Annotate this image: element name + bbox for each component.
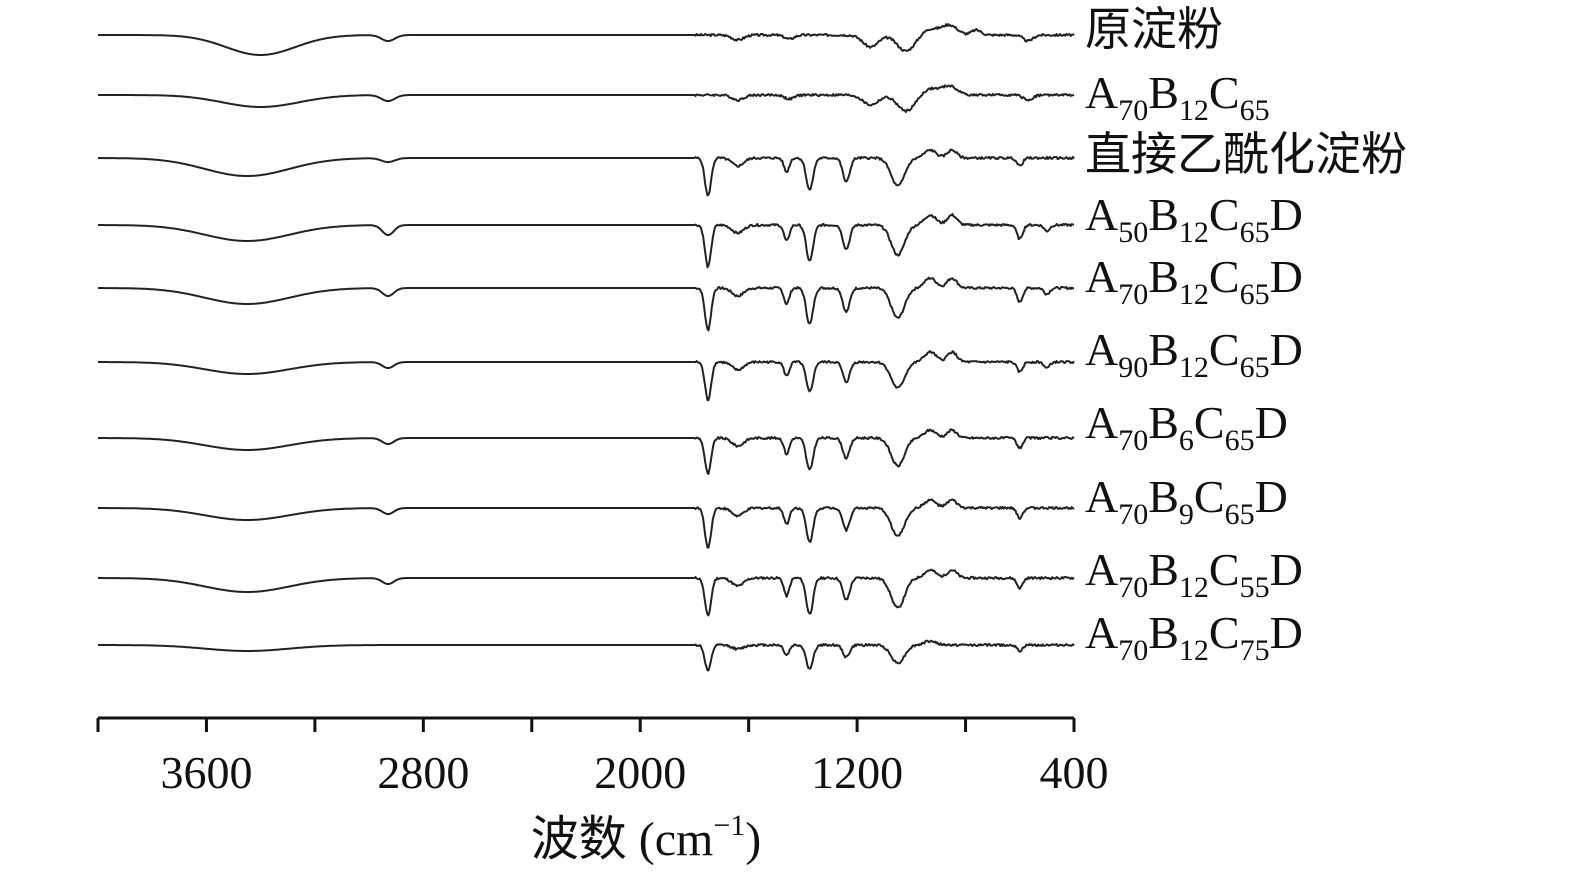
x-tick-label-400: 400 [1040,747,1109,798]
x-tick-label-2000: 2000 [594,747,686,798]
series-label-9: A70B12C55D [1085,544,1303,604]
spectrum-trace-6 [98,350,1075,402]
series-label-4: A50B12C65D [1085,189,1303,249]
series-label-10: A70B12C75D [1085,607,1303,667]
series-label-5: A70B12C65D [1085,251,1303,311]
x-axis: 3600 2800 2000 1200 400 [96,716,1109,798]
series-label-8: A70B9C65D [1085,471,1288,531]
spectrum-trace-2 [98,84,1075,113]
spectrum-trace-4 [98,213,1075,269]
spectrum-trace-3 [98,148,1075,197]
series-label-6: A90B12C65D [1085,324,1303,384]
spectrum-trace-8 [98,498,1075,549]
spectrum-trace-10 [98,639,1075,672]
spectrum-trace-5 [98,276,1075,332]
x-tick-label-2800: 2800 [377,747,469,798]
series-label-3: 直接乙酰化淀粉 [1085,129,1407,180]
series-label-7: A70B6C65D [1085,397,1288,457]
series-label-2: A70B12C65 [1085,67,1270,127]
x-tick-label-1200: 1200 [811,747,903,798]
spectrum-trace-7 [98,428,1075,475]
spectrum-trace-9 [98,568,1075,617]
spectrum-trace-1 [98,23,1075,56]
series-label-1: 原淀粉 [1085,4,1223,55]
spectra-traces [98,23,1075,672]
x-tick-label-3600: 3600 [160,747,252,798]
x-axis-title: 波数 (cm−1) [531,809,762,866]
